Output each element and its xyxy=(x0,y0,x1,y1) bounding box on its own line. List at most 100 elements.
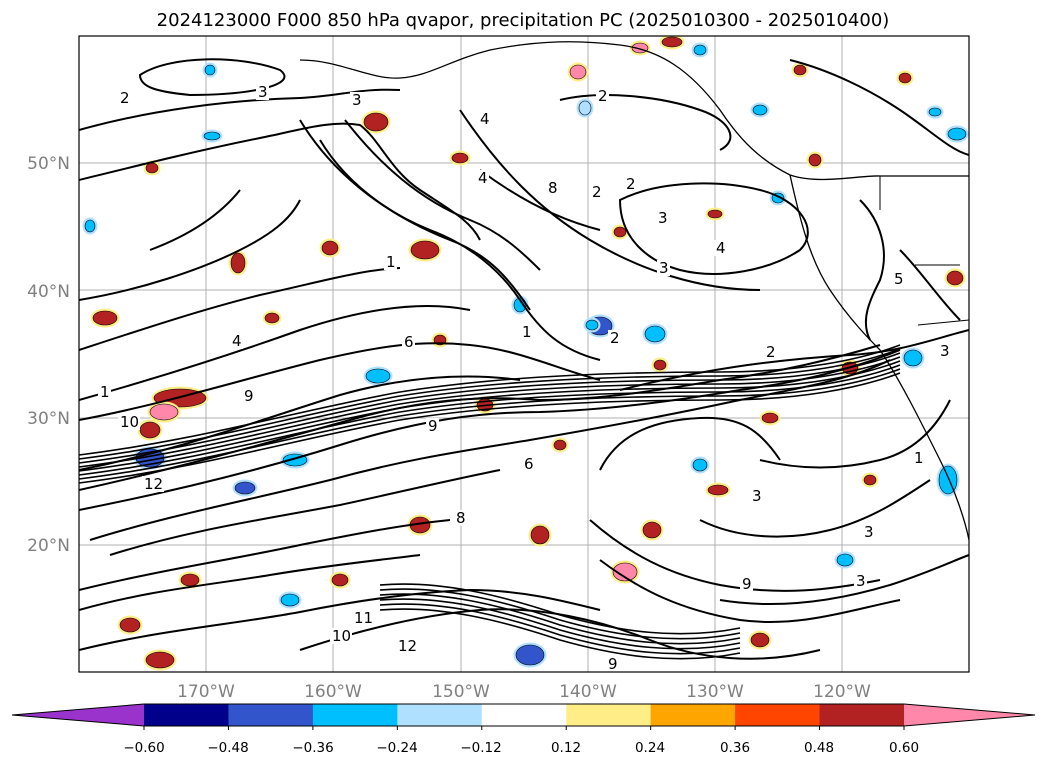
qvapor-contour xyxy=(344,119,541,271)
qvapor-contour xyxy=(89,359,891,541)
contour-label: 3 xyxy=(258,83,268,101)
precip-cell xyxy=(553,439,567,451)
qvapor-contour xyxy=(719,554,969,606)
qvapor-contour xyxy=(789,59,969,156)
contour-label-bg xyxy=(98,384,111,400)
precip-cell xyxy=(145,162,159,174)
contour-label: 1 xyxy=(522,323,532,341)
precip-cell xyxy=(530,525,550,545)
precip-cell xyxy=(613,226,627,238)
qvapor-contour xyxy=(759,399,951,469)
colorbar-tick-label: −0.12 xyxy=(460,740,501,756)
contour-label: 2 xyxy=(610,329,620,347)
precip-cell xyxy=(180,573,200,587)
precip-cell xyxy=(707,484,729,496)
qvapor-contour xyxy=(79,364,901,476)
qvapor-contour xyxy=(899,249,961,321)
precip-cell xyxy=(898,72,912,84)
contour-label-bg xyxy=(352,610,374,626)
precip-cell xyxy=(642,521,662,539)
colorbar: −0.60 −0.48 −0.36 −0.24 −0.12 0.12 0.24 … xyxy=(11,703,1036,756)
precip-cell xyxy=(808,153,822,167)
precip-cell xyxy=(280,593,300,607)
contour-label-bg xyxy=(118,90,131,106)
qvapor-contour xyxy=(599,416,781,471)
contour-label-bg xyxy=(546,180,559,196)
precip-cell xyxy=(92,310,118,326)
contour-label-bg xyxy=(384,254,397,270)
precip-cell xyxy=(761,412,779,424)
colorbar-tick-label: 0.36 xyxy=(720,740,750,756)
colorbar-tick-label: −0.48 xyxy=(207,740,248,756)
colorbar-extend-min xyxy=(12,704,144,726)
colorbar-tick-label: 0.48 xyxy=(804,740,834,756)
precip-cell xyxy=(928,107,942,117)
contour-label: 3 xyxy=(352,91,362,109)
contour-label: 3 xyxy=(658,209,668,227)
qvapor-contour xyxy=(699,479,931,538)
precip-cell xyxy=(947,127,967,141)
contour-label-bg xyxy=(478,111,491,127)
contour-label-bg xyxy=(606,656,619,672)
contour-label-bg xyxy=(764,344,777,360)
qvapor-contour xyxy=(379,588,741,640)
contour-label: 8 xyxy=(456,509,466,527)
contour-label: 2 xyxy=(626,175,636,193)
precip-cell xyxy=(750,632,770,648)
contour-label: 6 xyxy=(524,455,534,473)
contour-label: 3 xyxy=(864,523,874,541)
precip-cell xyxy=(752,104,768,116)
map-title: 2024123000 F000 850 hPa qvapor, precipit… xyxy=(157,10,890,31)
qvapor-contour xyxy=(589,519,881,592)
contour-label: 4 xyxy=(480,110,490,128)
contour-label: 12 xyxy=(144,475,163,493)
contour-label-bg xyxy=(740,576,753,592)
lon-tick-label: 160°W xyxy=(304,682,362,702)
qvapor-contour xyxy=(79,356,901,468)
colorbar-segment xyxy=(819,704,905,726)
map-frame xyxy=(78,35,970,673)
qvapor-contour xyxy=(379,598,741,650)
contour-label-bg xyxy=(624,176,637,192)
contour-label-bg xyxy=(454,510,467,526)
contour-label-bg xyxy=(608,330,621,346)
contour-label: 4 xyxy=(232,332,242,350)
precip-cell xyxy=(793,64,807,76)
precip-cell xyxy=(863,474,877,486)
colorbar-extend-max xyxy=(904,704,1035,726)
contour-label-bg xyxy=(118,414,140,430)
qvapor-contour xyxy=(859,199,885,341)
precip-cell xyxy=(119,617,141,633)
qvapor-contour xyxy=(79,267,401,351)
contour-label-bg xyxy=(350,92,363,108)
qvapor-contour xyxy=(79,305,471,401)
contour-label: 3 xyxy=(752,487,762,505)
contour-label: 3 xyxy=(659,259,669,277)
precip-cell xyxy=(84,219,96,233)
lat-tick-label: 50°N xyxy=(27,154,70,174)
precip-cell xyxy=(569,64,587,80)
qvapor-contour xyxy=(109,469,501,556)
colorbar-tick-label: 0.12 xyxy=(551,740,581,756)
lat-tick-label: 30°N xyxy=(27,409,70,429)
qvapor-contours xyxy=(79,58,969,660)
contour-label: 12 xyxy=(398,637,417,655)
contour-label: 2 xyxy=(766,343,776,361)
contour-label-bg xyxy=(256,84,269,100)
contour-label-bg xyxy=(476,170,489,186)
precip-cell xyxy=(946,270,964,286)
contour-label: 9 xyxy=(608,655,618,673)
precip-cell xyxy=(264,312,280,324)
colorbar-segment xyxy=(312,704,398,726)
precip-cell xyxy=(203,131,221,141)
precip-cell xyxy=(515,644,545,666)
lon-tick-label: 130°W xyxy=(686,682,744,702)
qvapor-contour xyxy=(379,593,741,645)
qvapor-contour xyxy=(79,342,601,421)
contour-label: 1 xyxy=(100,383,110,401)
precip-cell xyxy=(578,100,592,116)
precip-cell xyxy=(230,252,246,274)
contour-label-bg xyxy=(862,524,875,540)
contour-label: 2 xyxy=(592,183,602,201)
